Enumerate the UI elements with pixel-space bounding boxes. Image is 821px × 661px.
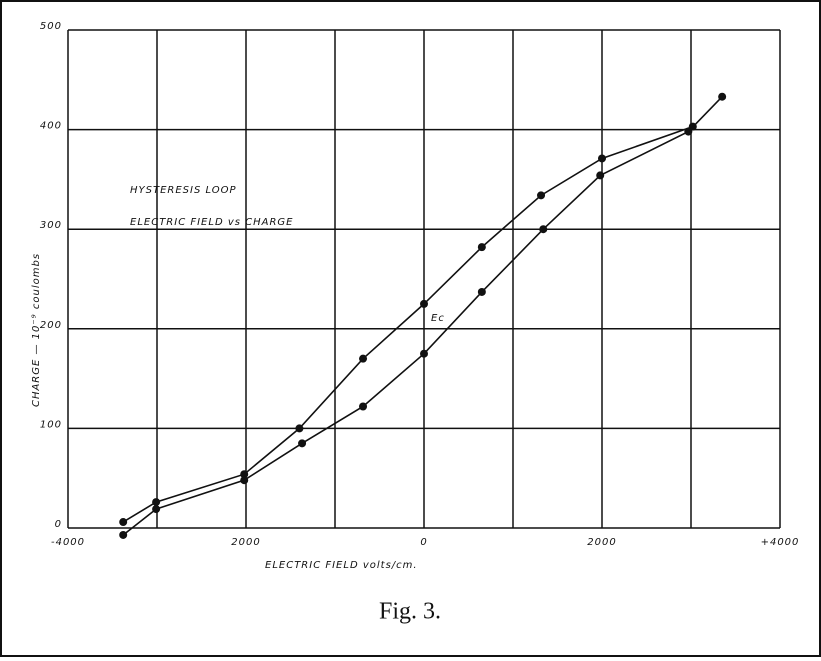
data-point <box>119 518 128 527</box>
data-point <box>477 243 486 252</box>
data-point <box>420 299 428 308</box>
data-point <box>152 505 161 514</box>
data-point <box>477 287 486 296</box>
chart-subtitle: ELECTRIC FIELD vs CHARGE <box>130 217 294 228</box>
y-tick-label: 200 <box>40 320 62 331</box>
data-point <box>152 498 161 507</box>
data-point <box>119 530 128 539</box>
data-point <box>295 424 304 433</box>
y-tick-label: 300 <box>40 220 62 231</box>
series-line <box>122 96 723 536</box>
data-point <box>598 154 606 163</box>
x-tick-label: +4000 <box>761 537 800 548</box>
data-point <box>420 349 428 358</box>
caption: Fig. 3. <box>379 599 441 625</box>
x-tick-label: -4000 <box>51 537 85 548</box>
data-point <box>298 439 307 448</box>
y-tick-label: 100 <box>40 419 62 430</box>
data-point <box>684 127 693 136</box>
x-axis-label: ELECTRIC FIELD volts/cm. <box>265 560 418 571</box>
chart-title: HYSTERESIS LOOP <box>130 185 237 196</box>
data-point <box>240 476 249 485</box>
y-tick-label: 500 <box>40 21 62 32</box>
x-tick-label: 2000 <box>231 537 260 548</box>
y-tick-label: 0 <box>55 519 62 530</box>
data-point <box>359 354 368 363</box>
x-tick-label: 0 <box>420 537 427 548</box>
x-tick-label: 2000 <box>587 537 616 548</box>
y-axis-label: CHARGE — 10⁻⁹ coulombs <box>31 253 42 407</box>
data-point <box>539 225 548 234</box>
series-line <box>122 125 694 523</box>
y-tick-label: 400 <box>40 121 62 132</box>
annotation: Ec <box>431 313 445 324</box>
data-point <box>359 402 368 411</box>
data-point <box>718 92 727 101</box>
data-point <box>240 470 249 479</box>
data-point <box>596 171 605 180</box>
data-point <box>537 191 546 200</box>
